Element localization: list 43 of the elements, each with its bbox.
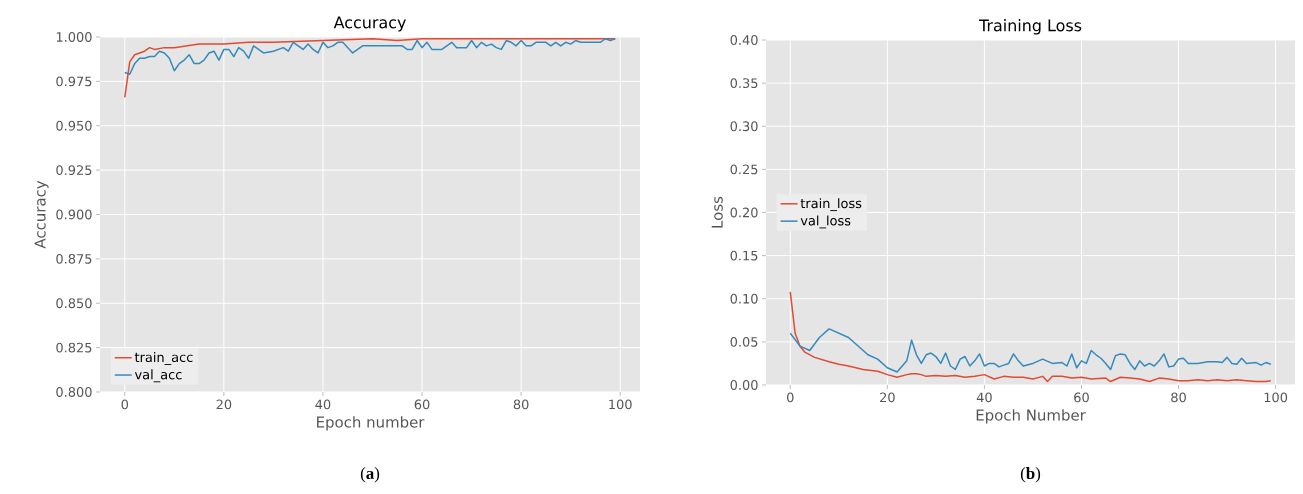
legend-label: val_acc (134, 369, 182, 383)
y-tick-label: 0.40 (730, 35, 758, 45)
y-axis-title: Accuracy (34, 180, 49, 249)
legend-label: train_acc (134, 352, 193, 365)
chart-title: Accuracy (333, 16, 406, 32)
y-axis-title: Loss (711, 196, 723, 228)
y-tick-label: 0.20 (730, 207, 758, 218)
y-tick-label: 0.950 (56, 120, 92, 131)
x-tick-label: 20 (880, 392, 895, 403)
x-tick-label: 100 (609, 399, 632, 410)
text: (b) (1020, 467, 1041, 483)
x-tick-label: 0 (121, 399, 129, 410)
x-tick-label: 60 (414, 399, 430, 410)
y-tick-label: 1.000 (56, 32, 92, 42)
legend-label: train_loss (800, 198, 862, 212)
text: (a) (360, 467, 380, 483)
line-series (789, 291, 1272, 383)
y-tick-label: 0.850 (56, 298, 92, 309)
x-tick-label: 20 (216, 399, 232, 410)
y-tick-label: 0.800 (56, 387, 92, 397)
x-tick-label: 40 (315, 399, 331, 410)
x-tick-label: 0 (787, 392, 794, 403)
y-tick-label: 0.975 (56, 76, 92, 87)
x-tick-label: 60 (1074, 392, 1089, 403)
y-tick-label: 0.875 (56, 253, 92, 264)
y-tick-label: 0.00 (730, 380, 758, 390)
y-tick-label: 0.825 (56, 342, 92, 353)
x-axis-title: Epoch Number (976, 409, 1086, 424)
y-tick-label: 0.25 (730, 164, 758, 175)
x-tick-label: 40 (976, 392, 992, 403)
x-tick-label: 80 (513, 399, 529, 410)
y-tick-label: 0.10 (730, 293, 758, 304)
x-tick-label: 100 (1264, 392, 1288, 403)
y-tick-label: 0.900 (56, 209, 92, 220)
chart-title: Training Loss (979, 19, 1082, 35)
legend-label: val_loss (800, 215, 851, 229)
x-tick-label: 80 (1171, 392, 1186, 403)
y-tick-label: 0.30 (730, 121, 758, 132)
y-tick-label: 0.15 (730, 250, 758, 261)
y-tick-label: 0.925 (56, 165, 92, 176)
x-axis-title: Epoch number (317, 416, 425, 431)
y-tick-label: 0.05 (730, 336, 758, 347)
y-tick-label: 0.35 (730, 78, 758, 89)
